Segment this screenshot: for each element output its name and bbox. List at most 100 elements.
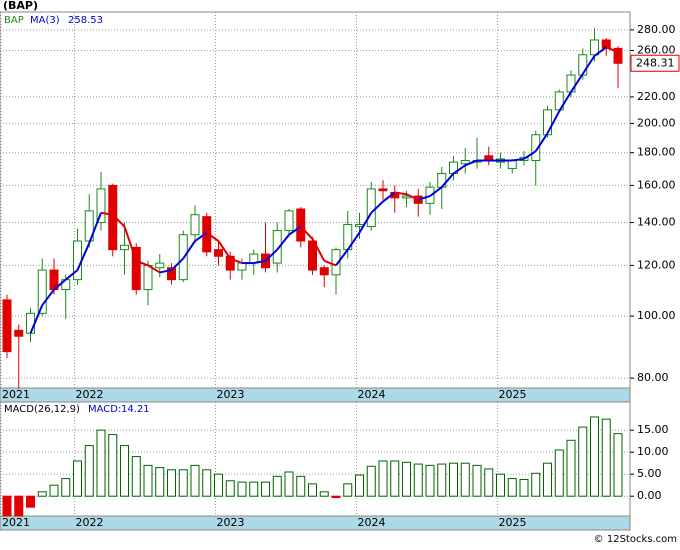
ma-line — [534, 132, 549, 152]
ma-line — [159, 269, 172, 274]
candle-body — [331, 249, 341, 276]
macd-bar — [26, 495, 35, 508]
macd-bar — [543, 462, 552, 497]
x-tick-label: 2025 — [499, 516, 527, 529]
macd-bar — [167, 469, 176, 497]
candle-body — [531, 134, 541, 162]
macd-bar — [120, 445, 129, 497]
macd-bar — [131, 456, 141, 497]
price-panel — [0, 11, 631, 389]
macd-bar — [578, 426, 588, 497]
ma-line — [53, 278, 67, 291]
ma-line — [206, 231, 220, 242]
macd-panel — [0, 401, 631, 517]
ma-line — [358, 212, 373, 234]
macd-bar — [472, 464, 482, 497]
macd-bar — [507, 478, 517, 497]
y-tick-label: 0.00 — [637, 489, 662, 502]
candle-body — [73, 240, 82, 281]
footer: © 12Stocks.com — [594, 534, 677, 545]
macd-bar — [601, 418, 611, 497]
ma-line — [100, 211, 113, 216]
candle-body — [37, 269, 47, 314]
candle-body — [590, 39, 599, 56]
ma-line — [253, 259, 266, 265]
macd-prefix: MACD: — [88, 404, 121, 415]
candle-body — [2, 299, 12, 353]
ma-line — [170, 257, 184, 271]
macd-bar — [155, 467, 165, 497]
candle-body — [284, 210, 294, 232]
ma-line — [605, 46, 619, 53]
macd-bar — [437, 463, 447, 497]
candle-body — [155, 262, 165, 269]
candle-body — [366, 188, 376, 228]
ma-line — [593, 46, 607, 57]
macd-bar — [413, 463, 423, 497]
macd-bar — [190, 464, 200, 497]
ma-line — [523, 150, 537, 160]
macd-bar — [343, 483, 353, 497]
candle-body — [413, 195, 423, 204]
ma-line — [276, 234, 290, 251]
candle-body — [378, 188, 388, 192]
ma-line — [217, 240, 232, 260]
x-tick-label: 2024 — [358, 388, 386, 401]
legend-ma: MA(3) — [30, 15, 60, 26]
ma-line — [123, 226, 138, 262]
candle-body — [167, 267, 176, 281]
x-tick-label: 2022 — [76, 388, 104, 401]
candle-body — [296, 208, 306, 242]
ma-line — [370, 200, 384, 214]
y-tick-label: 180.00 — [637, 146, 676, 159]
macd-bar — [566, 439, 576, 497]
legend-ma-value: 258.53 — [68, 15, 103, 26]
last-price-label: 248.31 — [636, 56, 675, 69]
x-tick-label: 2021 — [2, 516, 30, 529]
candle-body — [543, 109, 552, 136]
macd-bar — [590, 416, 599, 497]
macd-bar — [366, 465, 376, 497]
macd-bar — [484, 468, 494, 497]
ma-line — [558, 91, 572, 112]
ma-line — [147, 264, 161, 274]
y-tick-label: 140.00 — [637, 216, 676, 229]
macd-bar — [390, 460, 400, 497]
y-tick-label: 15.00 — [637, 423, 669, 436]
macd-bar — [284, 471, 294, 497]
macd-bar — [84, 445, 94, 497]
ma-line — [311, 238, 326, 262]
macd-bar — [14, 495, 24, 517]
ma-line — [452, 164, 466, 175]
ma-line — [182, 240, 196, 260]
candle-body — [272, 230, 282, 264]
ma-line — [464, 159, 478, 167]
y-tick-label: 260.00 — [637, 43, 676, 56]
y-tick-label: 280.00 — [637, 23, 676, 36]
macd-bar — [261, 481, 270, 497]
ma-line — [300, 225, 314, 240]
ma-line — [546, 110, 561, 134]
candle-body — [613, 47, 623, 64]
ma-line — [288, 225, 302, 236]
title: (BAP) — [3, 0, 38, 12]
macd-bar — [460, 462, 470, 497]
macd-bar — [308, 483, 317, 497]
macd-bar — [613, 433, 623, 497]
macd-bar — [2, 495, 12, 517]
ma-line — [65, 269, 79, 281]
ma-line — [417, 195, 431, 201]
macd-bar — [214, 473, 223, 497]
macd-bar — [449, 462, 458, 497]
candle-body — [26, 312, 35, 334]
candle-body — [143, 264, 153, 291]
ma-line — [570, 73, 584, 93]
ma-line — [229, 257, 243, 265]
macd-bar — [61, 478, 71, 497]
x-tick-label: 2022 — [76, 516, 104, 529]
macd-bar — [355, 474, 364, 497]
macd-bar — [143, 464, 153, 497]
y-tick-label: 220.00 — [637, 90, 676, 103]
macd-bar — [296, 475, 306, 497]
ma-line — [29, 304, 44, 334]
